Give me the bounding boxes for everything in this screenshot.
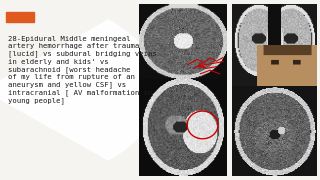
Bar	[6, 12, 34, 22]
Wedge shape	[0, 20, 160, 160]
Text: 28-Epidural Middle meningeal
artery hemorrhage after trauma
[lucid] vs subdural : 28-Epidural Middle meningeal artery hemo…	[8, 36, 157, 104]
